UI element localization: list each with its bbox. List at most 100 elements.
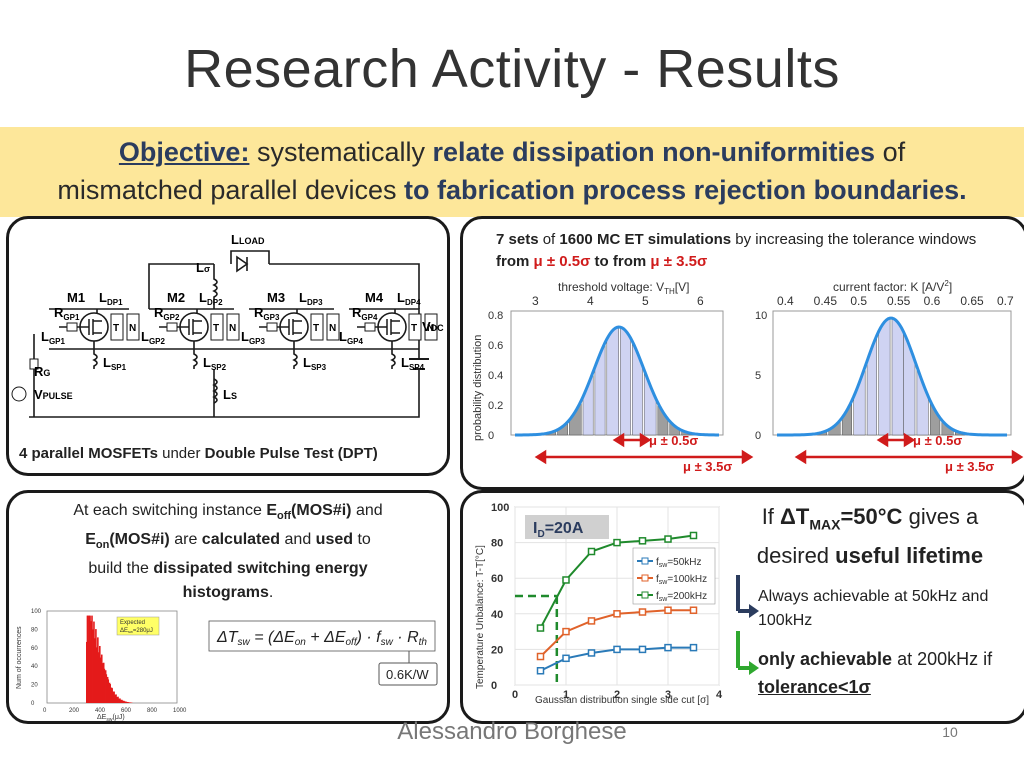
band-small-left: μ ± 0.5σ <box>649 433 698 448</box>
lsp-label: LSP4 <box>401 355 425 372</box>
lsigma-label: Lσ <box>196 260 210 275</box>
rgp-label: RGP1 <box>54 305 80 322</box>
hist-y-label: Num of occurrences <box>16 626 23 689</box>
sigma-band <box>916 366 929 436</box>
hist-text: are <box>174 531 198 549</box>
ls-label: LS <box>223 387 237 402</box>
hist-text: At each switching instance <box>73 502 262 519</box>
hist-x-tick: 400 <box>95 708 106 714</box>
only-text: only achievable <box>758 649 893 669</box>
gaussian-charts: threshold voltage: VTH[V] 3 4 5 6 0.8 0.6 0.4… <box>472 279 1024 474</box>
series-point <box>638 608 647 616</box>
series-point <box>562 654 570 663</box>
lifetime-text: gives a <box>908 504 979 529</box>
mosfet-1: T N M1 LDP1 RGP1 LGP1 LSP1 <box>41 290 140 372</box>
y-tick: 5 <box>755 370 761 382</box>
mc-text: windows <box>918 231 977 248</box>
series-point <box>664 606 672 614</box>
temp-sensor-label: T <box>313 323 319 334</box>
caption-bold: 4 parallel MOSFETs <box>19 445 158 462</box>
gaussian-curve <box>776 316 1008 437</box>
vdc-label: VDC <box>422 319 444 334</box>
ldp-label: LDP1 <box>99 290 123 307</box>
series-point <box>689 643 698 652</box>
lifetime-text: useful lifetime <box>835 543 984 569</box>
mosfet-2: T N M2 LDP2 RGP2 LGP2 LSP2 <box>141 290 240 372</box>
n-sensor-label: N <box>229 323 236 334</box>
k-tick: 0.65 <box>960 294 984 308</box>
hist-text: used <box>315 531 354 549</box>
hist-x-tick: 1000 <box>173 708 187 714</box>
temp-x-label: Gaussian distribution single side cut [σ… <box>535 695 709 706</box>
hist-x-tick: 800 <box>147 708 158 714</box>
series-point <box>664 535 672 543</box>
hist-text: dissipated switching energy <box>153 560 368 578</box>
temp-y-tick: 40 <box>491 609 503 621</box>
circuit-caption: 4 parallel MOSFETs under Double Pulse Te… <box>19 445 378 462</box>
series-point <box>562 576 570 584</box>
temp-x-tick: 1 <box>563 689 569 701</box>
ldp-label: LDP4 <box>397 290 421 307</box>
vth-tick: 3 <box>532 294 539 308</box>
objective-banner: Objective: systematically relate dissipa… <box>0 127 1024 217</box>
objective-line-1: Objective: systematically relate dissipa… <box>0 137 1024 168</box>
series-point <box>613 645 621 654</box>
legend-label: fsw=50kHz <box>656 557 702 569</box>
page-number: 10 <box>942 724 958 740</box>
energy-formula: ΔTsw = (ΔEon + ΔEoff) · fsw · Rth <box>216 629 427 648</box>
temp-y-tick: 0 <box>491 680 497 692</box>
temp-y-tick: 60 <box>491 573 503 585</box>
rgp-label: RGP2 <box>154 305 180 322</box>
lifetime-statement: If ΔTMAX=50°C gives a desired useful lif… <box>725 501 1015 572</box>
hist-y-tick: 100 <box>31 609 42 615</box>
histogram-panel: At each switching instance Eoff(MOS#i) a… <box>6 490 450 724</box>
band-small-right: μ ± 0.5σ <box>913 433 962 448</box>
hist-x-tick: 200 <box>69 708 80 714</box>
rgp-label: RGP3 <box>254 305 280 322</box>
y-tick: 0.6 <box>488 340 503 352</box>
series-point <box>638 537 647 545</box>
temp-x-tick: 2 <box>614 689 620 701</box>
series-point <box>613 538 621 547</box>
histogram-description: At each switching instance Eoff(MOS#i) a… <box>23 499 433 605</box>
legend-marker <box>641 557 649 565</box>
mc-text: 7 sets <box>496 231 539 248</box>
mc-text: from <box>496 253 530 270</box>
mc-text: μ ± 3.5σ <box>650 253 708 270</box>
page-title: Research Activity - Results <box>184 39 840 99</box>
temp-sensor-label: T <box>113 323 119 334</box>
lload-label: LLOAD <box>231 232 265 247</box>
k-tick: 0.55 <box>887 294 911 308</box>
temp-x-tick: 4 <box>716 689 723 701</box>
series-point <box>536 624 545 632</box>
series-point <box>689 531 698 540</box>
band-large-left: μ ± 3.5σ <box>683 459 732 474</box>
lgp-label: LGP3 <box>241 329 266 346</box>
k-tick: 0.4 <box>777 294 794 308</box>
hist-text: to <box>357 531 371 549</box>
mosfet-label: M1 <box>67 290 85 305</box>
series-point <box>587 617 596 625</box>
legend-label: fsw=100kHz <box>656 574 707 586</box>
hist-text: and <box>284 531 312 549</box>
mc-text: μ ± 0.5σ <box>533 253 591 270</box>
objective-label: Objective: <box>118 137 250 167</box>
k-tick: 0.5 <box>850 294 867 308</box>
mosfet-3: T N M3 LDP3 RGP3 LGP3 LSP3 <box>241 290 340 372</box>
hist-y-tick: 40 <box>31 664 38 670</box>
series-point <box>587 547 596 556</box>
lsp-label: LSP1 <box>103 355 127 372</box>
mc-text: 1600 MC ET simulations <box>559 231 732 248</box>
k-axis-label: current factor: K [A/V2] <box>833 279 952 294</box>
k-tick: 0.6 <box>924 294 941 308</box>
only-note: only achievable at 200kHz if tolerance<1… <box>758 645 1020 701</box>
y-tick: 0.4 <box>488 370 503 382</box>
sigma-band <box>643 369 657 436</box>
caption-bold: Double Pulse Test (DPT) <box>204 445 378 462</box>
temp-y-tick: 100 <box>491 502 509 514</box>
y-tick: 10 <box>755 310 767 322</box>
hist-text: build the <box>88 560 149 578</box>
n-sensor-label: N <box>427 323 434 334</box>
hist-y-tick: 60 <box>31 646 38 652</box>
hist-x-tick: 0 <box>43 708 47 714</box>
